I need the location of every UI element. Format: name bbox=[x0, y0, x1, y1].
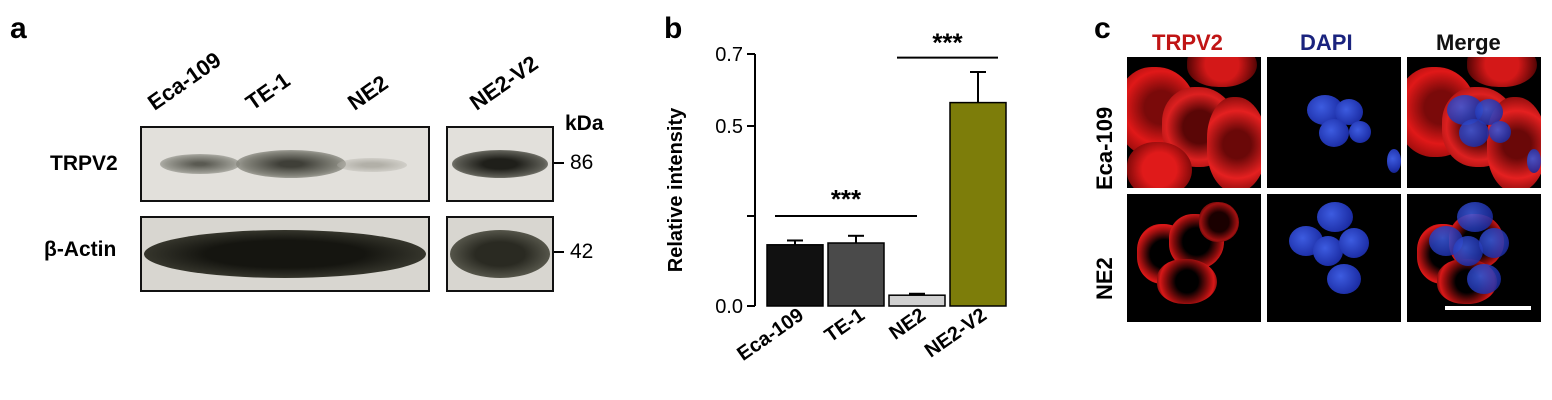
x-tick-label: TE-1 bbox=[821, 304, 869, 347]
actin-blot-ne2-v2 bbox=[446, 216, 554, 292]
micrograph-ne2-trpv2 bbox=[1127, 194, 1261, 322]
trpv2-blot-ne2-v2 bbox=[446, 126, 554, 202]
bar-ne2-v2 bbox=[949, 101, 1007, 307]
row-label-ne2: NE2 bbox=[1092, 257, 1117, 300]
column-header-merge: Merge bbox=[1436, 30, 1501, 55]
x-tick-label: Eca-109 bbox=[733, 304, 808, 365]
significance-label: *** bbox=[831, 184, 862, 214]
x-tick-label: NE2-V2 bbox=[921, 304, 991, 362]
bar-te-1 bbox=[827, 242, 885, 307]
trpv2-band-ne2-v2 bbox=[452, 150, 548, 178]
y-tick-label: 0.7 bbox=[715, 44, 743, 66]
micrograph-ne2-merge bbox=[1407, 194, 1541, 322]
kda-label: kDa bbox=[565, 112, 604, 135]
mw-marker-86: 86 bbox=[570, 151, 594, 174]
mw-marker-42: 42 bbox=[570, 240, 594, 263]
mw-tick-86 bbox=[554, 162, 564, 164]
chart-axes: 0.0 0.5 0.7 bbox=[715, 44, 756, 318]
bar-ne2 bbox=[888, 294, 946, 307]
significance-annotations: *** *** bbox=[775, 28, 998, 217]
lane-label-te1: TE-1 bbox=[241, 67, 295, 116]
panel-c-label: c bbox=[1094, 12, 1111, 45]
bar-eca-109 bbox=[766, 244, 824, 307]
micrograph-eca109-dapi bbox=[1267, 57, 1401, 188]
panel-a-label: a bbox=[10, 12, 27, 45]
x-tick-label: NE2 bbox=[885, 304, 929, 344]
actin-blot-main bbox=[140, 216, 430, 292]
trpv2-band-eca109 bbox=[160, 154, 240, 174]
column-header-trpv2: TRPV2 bbox=[1152, 30, 1223, 55]
chart-bars bbox=[766, 71, 1007, 307]
micrograph-eca109-trpv2 bbox=[1127, 57, 1261, 188]
y-tick-label: 0.0 bbox=[715, 296, 743, 318]
row-label-beta-actin: β-Actin bbox=[44, 238, 117, 261]
column-header-dapi: DAPI bbox=[1300, 30, 1353, 55]
row-label-trpv2: TRPV2 bbox=[50, 152, 118, 175]
y-tick-label: 0.5 bbox=[715, 116, 743, 138]
lane-label-eca109: Eca-109 bbox=[143, 46, 226, 116]
lane-label-ne2: NE2 bbox=[343, 70, 393, 116]
lane-label-ne2-v2: NE2-V2 bbox=[465, 50, 543, 116]
significance-label: *** bbox=[932, 28, 963, 58]
trpv2-band-ne2 bbox=[337, 158, 407, 172]
panel-b-label: b bbox=[664, 12, 683, 45]
trpv2-band-te1 bbox=[236, 150, 346, 178]
micrograph-eca109-merge bbox=[1407, 57, 1541, 188]
y-axis-label: Relative intensity bbox=[665, 107, 687, 272]
trpv2-blot-main bbox=[140, 126, 430, 202]
actin-band-lanes-1-3 bbox=[144, 230, 426, 278]
bar-chart: Relative intensity 0.0 0.5 0.7 *** *** Eca-… bbox=[665, 28, 1007, 365]
micrograph-ne2-dapi bbox=[1267, 194, 1401, 322]
scale-bar bbox=[1445, 306, 1531, 310]
mw-tick-42 bbox=[554, 251, 564, 253]
row-label-eca109: Eca-109 bbox=[1092, 106, 1117, 190]
actin-band-ne2-v2 bbox=[450, 230, 550, 278]
